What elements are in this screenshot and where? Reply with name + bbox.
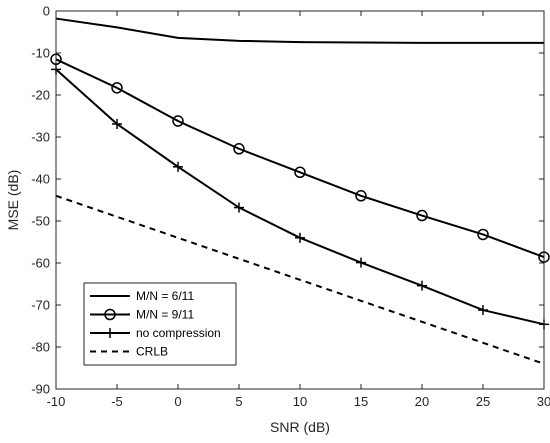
y-tick-label: -10 <box>31 46 50 61</box>
legend: M/N = 6/11 M/N = 9/11 no compression CRLB <box>83 282 237 366</box>
y-tick-label: 0 <box>43 4 50 19</box>
x-tick-label: 25 <box>476 394 490 409</box>
legend-marker <box>104 308 116 321</box>
y-tick-label: -70 <box>31 298 50 313</box>
series-line <box>55 17 544 44</box>
data-point-marker <box>355 190 367 202</box>
x-tick-label: 0 <box>174 394 181 409</box>
data-point-marker <box>477 228 489 241</box>
legend-label: no compression <box>136 326 221 340</box>
data-point-marker <box>356 257 366 268</box>
legend-label: M/N = 9/11 <box>136 308 194 322</box>
series-0 <box>55 17 544 44</box>
legend-label: M/N = 6/11 <box>136 289 194 303</box>
x-tick-label: 5 <box>235 394 242 409</box>
data-point-marker <box>234 202 244 213</box>
data-point-marker <box>173 161 183 172</box>
x-tick-label: 30 <box>537 394 550 409</box>
series-layer <box>50 17 550 365</box>
data-point-marker <box>417 280 427 291</box>
data-point-marker <box>112 118 122 129</box>
data-point-marker <box>111 82 123 94</box>
series-line <box>55 194 545 365</box>
series-line <box>55 58 545 259</box>
series-2 <box>51 64 549 330</box>
data-point-marker <box>294 166 306 179</box>
y-tick-label: -80 <box>31 340 50 355</box>
y-axis-label: MSE (dB) <box>5 170 21 231</box>
x-tick-label: -10 <box>47 394 66 409</box>
legend-marker <box>105 328 115 338</box>
legend-entry: M/N = 9/11 <box>90 308 194 322</box>
y-tick-label: -90 <box>31 382 50 397</box>
y-tick-label: -50 <box>31 214 50 229</box>
data-point-marker <box>295 232 305 243</box>
series-3 <box>55 194 545 365</box>
x-axis-label: SNR (dB) <box>270 419 330 435</box>
x-tick-label: 20 <box>415 394 429 409</box>
data-point-marker <box>172 115 184 127</box>
x-tick-label: 10 <box>293 394 307 409</box>
y-tick-label: -20 <box>31 88 50 103</box>
data-point-marker <box>478 305 488 316</box>
y-tick-label: -40 <box>31 172 50 187</box>
legend-entry: CRLB <box>90 345 168 359</box>
data-point-marker <box>233 143 245 155</box>
x-tick-label: -5 <box>111 394 123 409</box>
y-tick-label: -60 <box>31 256 50 271</box>
series-1 <box>50 53 550 263</box>
legend-label: CRLB <box>136 345 168 359</box>
data-point-marker <box>416 209 428 222</box>
legend-entry: no compression <box>90 326 221 340</box>
tick-layer: -10 -5 0 5 10 15 20 25 300-10-20-30-40-50-60-70-… <box>31 4 550 410</box>
legend-entry: M/N = 6/11 <box>90 289 194 303</box>
y-tick-label: -30 <box>31 130 50 145</box>
x-tick-label: 15 <box>354 394 368 409</box>
